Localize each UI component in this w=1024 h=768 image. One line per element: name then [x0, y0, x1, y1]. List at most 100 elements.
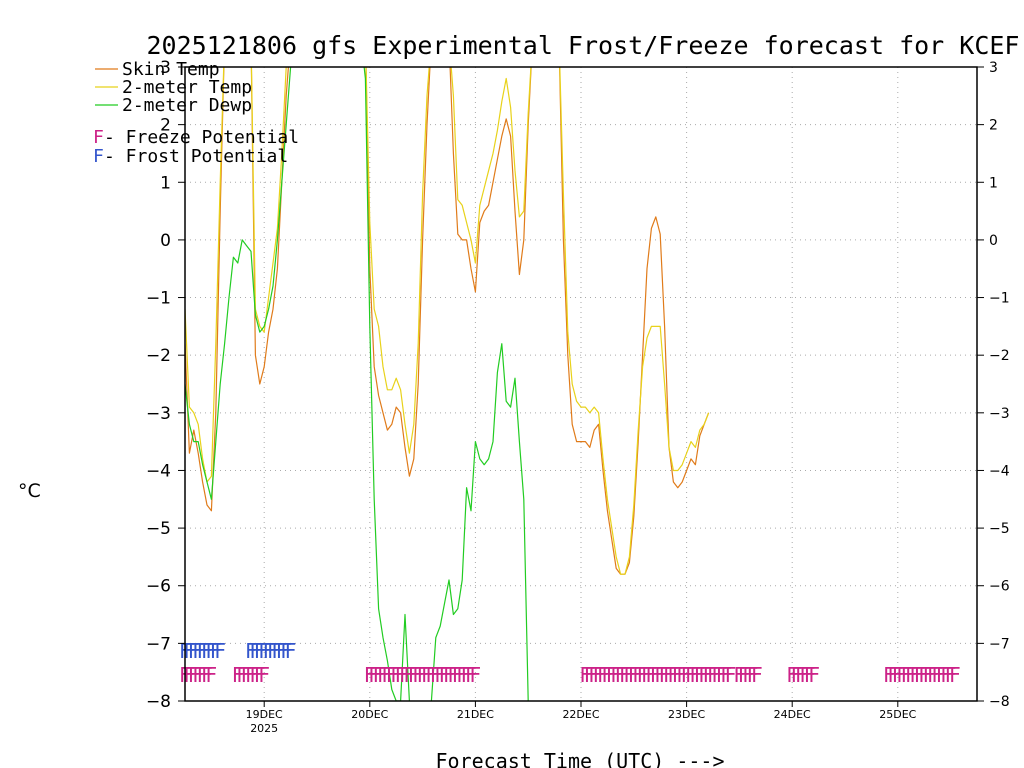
y-tick-label-right: −7: [989, 636, 1010, 652]
freeze-marker: F: [593, 663, 605, 687]
freeze-marker: F: [448, 663, 460, 687]
freeze-marker: F: [236, 663, 248, 687]
axes: 3 3 2 2 1 1 0 0 −1 −1 −2 −2 −3 −3 −4 −4 −5 −5 −6 −6 −7 −7 −8 −8…: [146, 58, 1010, 735]
grid: [185, 67, 977, 701]
y-tick-label: −7: [146, 634, 171, 654]
freeze-marker: F: [632, 663, 644, 687]
freeze-marker: F: [373, 663, 385, 687]
freeze-marker: F: [421, 663, 433, 687]
series-line-skin-temp: [250, 67, 290, 385]
freeze-marker: F: [602, 663, 614, 687]
y-tick-label-right: −6: [989, 579, 1010, 595]
freeze-marker: F: [232, 663, 244, 687]
freeze-marker: F: [452, 663, 464, 687]
freeze-marker: F: [250, 663, 262, 687]
freeze-marker: F: [716, 663, 728, 687]
freeze-marker: F: [399, 663, 411, 687]
freeze-marker: F: [254, 663, 266, 687]
legend-label: Skin Temp: [122, 59, 220, 80]
frost-marker: F: [214, 639, 226, 663]
y-tick-label: 2: [160, 116, 171, 136]
series-line-2-meter-temp: [559, 67, 710, 575]
frost-marker: F: [267, 639, 279, 663]
series-line-skin-temp: [365, 67, 431, 477]
frost-marker: F: [197, 639, 209, 663]
frost-marker: F: [210, 639, 222, 663]
y-tick-label: −3: [146, 404, 171, 424]
y-tick-label-right: 0: [989, 233, 998, 249]
chart-title: 2025121806 gfs Experimental Frost/Freeze…: [147, 31, 1020, 60]
freeze-marker: F: [368, 663, 380, 687]
freeze-marker: F: [646, 663, 658, 687]
frost-marker: F: [184, 639, 196, 663]
x-tick-label: 24DEC: [774, 708, 811, 721]
x-tick-label: 19DEC: [246, 708, 283, 721]
freeze-marker: F: [412, 663, 424, 687]
freeze-marker: F: [742, 663, 754, 687]
y-axis-label: °C: [18, 480, 41, 502]
freeze-marker: F: [470, 663, 482, 687]
freeze-marker: F: [619, 663, 631, 687]
legend-marker-label: - Frost Potential: [104, 146, 288, 167]
x-tick-label: 25DEC: [879, 708, 916, 721]
freeze-marker: F: [456, 663, 468, 687]
series-line-skin-temp: [559, 67, 710, 575]
freeze-marker: F: [258, 663, 270, 687]
freeze-marker: F: [676, 663, 688, 687]
freeze-marker: F: [465, 663, 477, 687]
y-tick-label: −6: [146, 577, 171, 597]
y-tick-label-right: −2: [989, 348, 1010, 364]
freeze-marker: F: [417, 663, 429, 687]
series-line-2-meter-dewp: [363, 67, 410, 701]
freeze-marker: F: [808, 663, 820, 687]
freeze-marker: F: [747, 663, 759, 687]
freeze-marker: F: [734, 663, 746, 687]
x-tick-sublabel: 2025: [250, 722, 278, 735]
freeze-marker: F: [241, 663, 253, 687]
freeze-marker: F: [800, 663, 812, 687]
freeze-marker: F: [606, 663, 618, 687]
legend-marker-label: - Freeze Potential: [104, 127, 299, 148]
x-tick-label: 23DEC: [668, 708, 705, 721]
freeze-marker: F: [659, 663, 671, 687]
freeze-marker: F: [786, 663, 798, 687]
freeze-marker: F: [390, 663, 402, 687]
frost-marker: F: [206, 639, 218, 663]
freeze-marker: F: [896, 663, 908, 687]
freeze-marker: F: [404, 663, 416, 687]
frost-marker: F: [188, 639, 200, 663]
freeze-marker: F: [883, 663, 895, 687]
freeze-marker: F: [597, 663, 609, 687]
freeze-marker: F: [663, 663, 675, 687]
frost-marker: F: [201, 639, 213, 663]
frost-marker: F: [250, 639, 262, 663]
freeze-marker: F: [188, 663, 200, 687]
freeze-marker: F: [461, 663, 473, 687]
freeze-marker: F: [377, 663, 389, 687]
freeze-marker: F: [725, 663, 737, 687]
y-tick-label-right: −8: [989, 694, 1010, 710]
x-tick-label: 21DEC: [457, 708, 494, 721]
y-tick-label-right: −5: [989, 521, 1010, 537]
legend-label: 2-meter Dewp: [122, 95, 252, 116]
y-tick-label: −8: [146, 692, 171, 712]
freeze-marker: F: [672, 663, 684, 687]
freeze-marker: F: [738, 663, 750, 687]
frost-marker: F: [254, 639, 266, 663]
series-line-skin-temp: [185, 67, 225, 512]
freeze-marker: F: [927, 663, 939, 687]
freeze-marker: F: [628, 663, 640, 687]
freeze-marker: F: [795, 663, 807, 687]
freeze-marker: F: [654, 663, 666, 687]
freeze-marker: F: [443, 663, 455, 687]
freeze-marker: F: [584, 663, 596, 687]
freeze-marker: F: [580, 663, 592, 687]
freeze-marker: F: [192, 663, 204, 687]
y-tick-label: −5: [146, 519, 171, 539]
frost-marker: F: [245, 639, 257, 663]
freeze-marker: F: [918, 663, 930, 687]
y-tick-label: −2: [146, 346, 171, 366]
